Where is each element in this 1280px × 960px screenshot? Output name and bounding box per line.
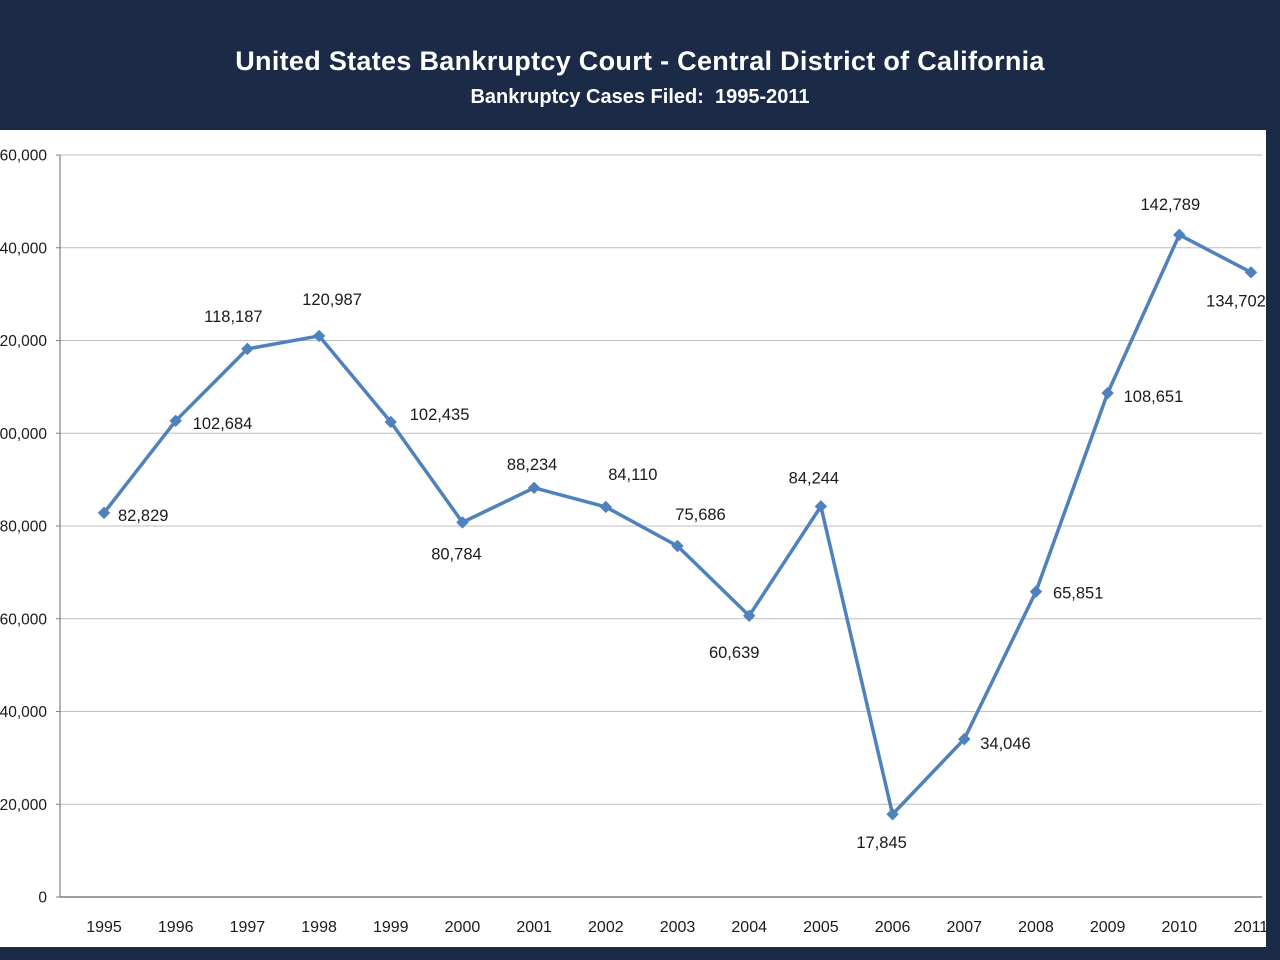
data-point-marker	[384, 415, 397, 429]
data-point-label: 75,686	[675, 506, 725, 524]
data-point-label: 102,684	[193, 415, 253, 433]
data-point-label: 80,784	[431, 545, 481, 563]
bankruptcy-line-chart: 0 20,000 40,000 60,000 80,000 100,000 120,000 1…	[0, 148, 1266, 937]
data-point-label: 120,987	[302, 291, 362, 309]
y-axis-tick-label: 100,000	[0, 426, 47, 443]
data-point-label: 102,435	[410, 406, 470, 424]
data-point-label: 82,829	[118, 507, 168, 525]
y-axis-tick-label: 40,000	[0, 704, 47, 721]
data-point-marker	[742, 609, 756, 622]
x-axis-tick-label: 1998	[301, 919, 337, 936]
data-point-marker	[958, 732, 971, 746]
chart-header: United States Bankruptcy Court - Central…	[0, 0, 1280, 130]
data-point-label: 142,789	[1140, 196, 1200, 214]
data-point-marker	[671, 539, 684, 553]
x-axis-tick-label: 2003	[660, 919, 696, 936]
data-point-marker	[97, 506, 111, 520]
chart-area: 0 20,000 40,000 60,000 80,000 100,000 120,000 1…	[0, 130, 1266, 947]
chart-title: United States Bankruptcy Court - Central…	[235, 46, 1045, 76]
data-point-label: 108,651	[1124, 388, 1184, 406]
x-axis-tick-label: 2011	[1234, 919, 1266, 936]
data-point-label: 88,234	[507, 456, 557, 474]
y-axis-tick-label: 20,000	[0, 797, 47, 814]
data-point-marker	[1244, 266, 1258, 279]
y-axis-tick-label: 80,000	[0, 519, 47, 536]
y-axis-tick-label: 120,000	[0, 333, 47, 350]
x-axis-tick-label: 2000	[445, 919, 481, 936]
x-axis-tick-label: 2005	[803, 919, 839, 936]
x-axis-tick-label: 1995	[86, 919, 122, 936]
x-axis-tick-label: 2001	[516, 919, 552, 936]
data-point-label: 34,046	[980, 735, 1030, 753]
data-point-label: 134,702	[1206, 292, 1266, 310]
data-point-label: 118,187	[204, 308, 262, 326]
data-point-label: 17,845	[856, 834, 906, 852]
data-point-marker	[599, 500, 613, 514]
data-point-label: 60,639	[709, 644, 759, 662]
data-point-label: 65,851	[1053, 585, 1103, 603]
x-axis-tick-label: 2006	[875, 919, 911, 936]
data-point-marker	[241, 342, 254, 356]
series-line	[102, 233, 1253, 816]
data-point-marker	[527, 481, 541, 495]
data-point-marker	[456, 516, 469, 529]
data-point-marker	[814, 500, 828, 513]
data-point-marker	[312, 329, 326, 343]
data-point-label: 84,110	[608, 466, 657, 484]
data-point-marker	[1101, 386, 1114, 400]
data-point-marker	[169, 414, 182, 428]
y-axis-tick-label: 0	[38, 890, 47, 907]
data-point-marker	[1029, 585, 1043, 598]
data-point-marker	[886, 808, 899, 821]
x-axis-tick-label: 1996	[158, 919, 194, 936]
y-axis-tick-label: 60,000	[0, 611, 47, 628]
y-axis-tick-label: 160,000	[0, 148, 47, 165]
x-axis-tick-label: 2008	[1018, 919, 1054, 936]
data-point-label: 84,244	[789, 469, 839, 487]
chart-subtitle: Bankruptcy Cases Filed: 1995-2011	[470, 86, 810, 108]
x-axis-tick-label: 2010	[1162, 919, 1198, 936]
x-axis-tick-label: 2009	[1090, 919, 1126, 936]
x-axis-tick-label: 2007	[946, 919, 982, 936]
x-axis-tick-label: 2002	[588, 919, 624, 936]
x-axis-tick-label: 1999	[373, 919, 409, 936]
y-axis-tick-label: 140,000	[0, 240, 47, 257]
x-axis-tick-label: 1997	[230, 919, 266, 936]
data-point-marker	[1173, 228, 1186, 242]
x-axis-tick-label: 2004	[731, 919, 767, 936]
